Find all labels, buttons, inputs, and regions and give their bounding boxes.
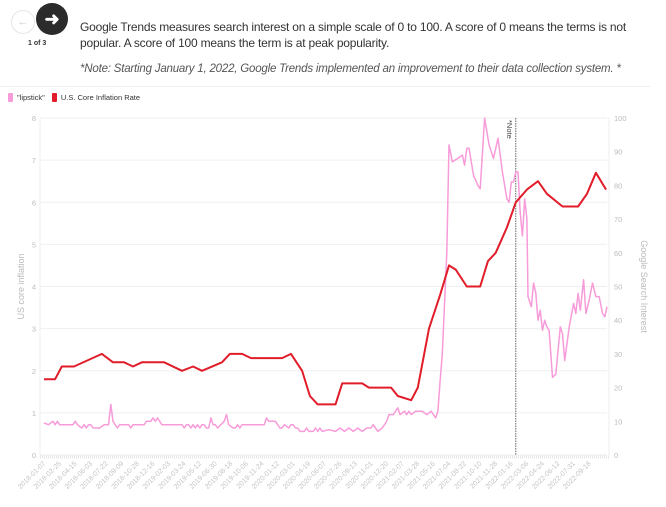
y-left-tick-label: 0	[32, 451, 36, 460]
y-left-axis-title: US core inflation	[16, 253, 26, 319]
legend-swatch-inflation[interactable]	[51, 93, 57, 102]
legend-label-inflation[interactable]: U.S. Core Inflation Rate	[60, 93, 141, 102]
y-right-axis-title: Google Search Interest	[639, 240, 649, 333]
pager-text: 1 of 3	[28, 40, 47, 47]
data-collection-note: *Note: Starting January 1, 2022, Google …	[80, 63, 621, 75]
y-left-tick-label: 4	[32, 283, 36, 292]
y-right-tick-label: 90	[614, 148, 622, 157]
y-right-tick-label: 80	[614, 181, 622, 190]
arrow-right-icon: ➜	[44, 8, 60, 29]
legend-label-lipstick[interactable]: "lipstick"	[17, 93, 45, 102]
previous-button[interactable]: ←	[11, 10, 35, 34]
divider	[0, 86, 650, 87]
y-left-tick-label: 5	[32, 240, 36, 249]
next-button[interactable]: ➜	[36, 3, 68, 35]
y-right-tick-label: 100	[614, 114, 627, 123]
legend-swatch-lipstick[interactable]	[8, 93, 13, 102]
y-right-tick-label: 30	[614, 350, 622, 359]
y-left-tick-label: 6	[32, 198, 36, 207]
note-annotation-label: *Note	[505, 120, 514, 139]
y-left-tick-label: 8	[32, 114, 36, 123]
y-right-tick-label: 0	[614, 451, 618, 460]
arrow-left-icon: ←	[17, 16, 29, 28]
series-line-lipstick	[43, 117, 608, 433]
y-right-tick-label: 70	[614, 215, 622, 224]
y-right-tick-label: 10	[614, 417, 622, 426]
series-line-inflation	[44, 171, 607, 406]
y-left-tick-label: 2	[32, 367, 36, 376]
y-right-tick-label: 50	[614, 283, 622, 292]
y-left-tick-label: 7	[32, 156, 36, 165]
y-right-tick-label: 60	[614, 249, 622, 258]
y-left-tick-label: 1	[32, 409, 36, 418]
description: Google Trends measures search interest o…	[80, 20, 626, 50]
y-left-tick-label: 3	[32, 325, 36, 334]
y-right-tick-label: 40	[614, 316, 622, 325]
chart-legend: "lipstick" U.S. Core Inflation Rate	[8, 93, 140, 102]
y-right-tick-label: 20	[614, 384, 622, 393]
